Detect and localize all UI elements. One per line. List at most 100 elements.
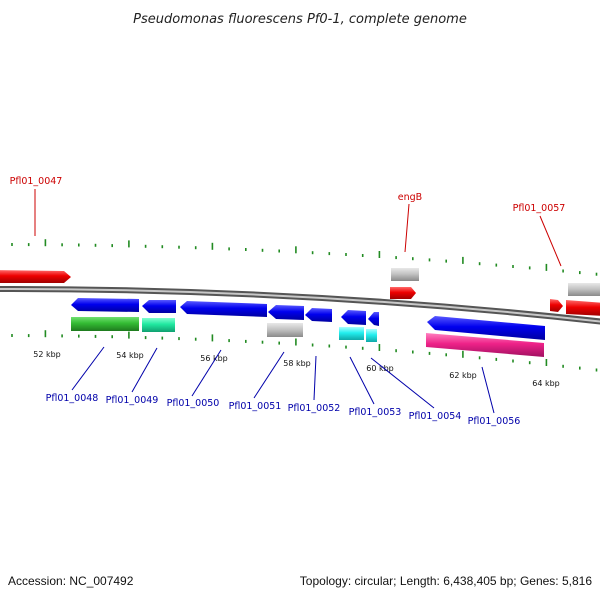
- minor-tick: [512, 359, 514, 363]
- major-tick: [211, 242, 214, 250]
- kbp-label: 52 kbp: [33, 350, 61, 359]
- minor-tick: [61, 334, 63, 338]
- kbp-labels: 52 kbp 54 kbp 56 kbp 58 kbp 60 kbp 62 kb…: [33, 350, 560, 388]
- minor-tick: [478, 356, 481, 360]
- minor-tick: [261, 340, 264, 344]
- label-leader-lines: [34, 189, 562, 414]
- minor-tick: [61, 243, 63, 247]
- gene-arrow-pfl01-0052[interactable]: [305, 308, 332, 322]
- minor-tick: [144, 336, 147, 340]
- gene-bar-pfl01-0054[interactable]: [366, 329, 377, 342]
- minor-tick: [311, 251, 314, 255]
- minor-tick: [78, 334, 80, 338]
- gene-label-engb[interactable]: engB: [398, 192, 422, 203]
- major-tick: [545, 359, 548, 366]
- gene-label-pfl01-0052[interactable]: Pfl01_0052: [288, 403, 341, 414]
- minor-tick: [579, 271, 581, 275]
- leader-line-engb: [404, 203, 410, 253]
- gene-bar-pfl01-0053[interactable]: [339, 327, 364, 340]
- accession-text: Accession: NC_007492: [8, 574, 134, 588]
- gene-bar-pfl01-0048[interactable]: [71, 317, 139, 331]
- minor-tick: [144, 244, 147, 248]
- kbp-label: 64 kbp: [532, 379, 560, 388]
- gene-bar-engb[interactable]: [391, 268, 419, 281]
- minor-tick: [345, 345, 347, 349]
- minor-tick: [395, 256, 397, 260]
- gene-arrow-pfl01-0053[interactable]: [341, 310, 366, 325]
- gene-arrow-pfl01-0048[interactable]: [71, 298, 139, 312]
- gene-arrow-pfl01-0057[interactable]: [566, 300, 600, 316]
- reverse-strand-features: [71, 298, 545, 357]
- gene-label-pfl01-0049[interactable]: Pfl01_0049: [106, 395, 159, 406]
- gene-label-pfl01-0057[interactable]: Pfl01_0057: [513, 203, 566, 214]
- major-tick: [128, 331, 130, 339]
- minor-tick: [278, 341, 280, 345]
- gene-labels: Pfl01_0047 engB Pfl01_0057 Pfl01_0048 Pf…: [10, 176, 566, 427]
- minor-tick: [328, 344, 331, 348]
- minor-tick: [528, 266, 531, 270]
- minor-tick: [111, 244, 113, 248]
- gene-arrow-pfl01-0050[interactable]: [180, 301, 267, 317]
- major-tick: [378, 344, 381, 351]
- gene-bar-pfl01-0056[interactable]: [426, 333, 544, 357]
- minor-tick: [27, 334, 30, 338]
- leader-line-pfl01-0051: [253, 351, 285, 399]
- leader-line-pfl01-0049: [131, 347, 158, 393]
- kbp-label: 60 kbp: [366, 364, 394, 373]
- major-tick: [44, 239, 47, 247]
- gene-arrow-small-forward[interactable]: [550, 299, 563, 312]
- minor-tick: [328, 252, 331, 256]
- minor-tick: [111, 335, 113, 339]
- forward-strand-features: [0, 268, 600, 316]
- gene-bar-pfl01-0051[interactable]: [267, 323, 303, 337]
- major-tick: [211, 334, 214, 342]
- leader-line-pfl01-0053: [349, 356, 375, 405]
- major-tick: [462, 256, 464, 264]
- gene-arrow-pfl01-0047[interactable]: [0, 270, 71, 283]
- minor-tick: [178, 337, 180, 341]
- gene-arrow-engb-cds[interactable]: [390, 287, 416, 299]
- gene-label-pfl01-0050[interactable]: Pfl01_0050: [167, 398, 220, 409]
- leader-line-pfl01-0056: [481, 366, 495, 414]
- genome-summary-text: Topology: circular; Length: 6,438,405 bp…: [300, 574, 593, 588]
- minor-tick: [512, 265, 514, 268]
- outer-tick-row: [11, 239, 598, 276]
- leader-line-pfl01-0054: [370, 357, 435, 409]
- major-tick: [44, 330, 47, 338]
- major-tick: [545, 263, 548, 271]
- gene-arrow-pfl01-0049[interactable]: [142, 300, 176, 313]
- major-tick: [378, 251, 381, 258]
- kbp-label: 58 kbp: [283, 359, 311, 368]
- minor-tick: [94, 243, 97, 247]
- minor-tick: [579, 366, 581, 370]
- minor-tick: [261, 248, 264, 252]
- minor-tick: [445, 353, 447, 357]
- gene-label-pfl01-0054[interactable]: Pfl01_0054: [409, 411, 462, 422]
- minor-tick: [528, 361, 531, 365]
- map-title: Pseudomonas fluorescens Pf0-1, complete …: [133, 12, 467, 27]
- genome-backbone: [0, 285, 600, 325]
- minor-tick: [428, 258, 431, 262]
- gene-bar-pfl01-0049[interactable]: [142, 318, 175, 332]
- minor-tick: [27, 243, 30, 247]
- kbp-label: 54 kbp: [116, 351, 144, 360]
- minor-tick: [361, 254, 364, 257]
- gene-label-pfl01-0051[interactable]: Pfl01_0051: [229, 401, 282, 412]
- minor-tick: [228, 339, 230, 343]
- minor-tick: [428, 351, 431, 355]
- gene-label-pfl01-0047[interactable]: Pfl01_0047: [10, 176, 63, 187]
- gene-arrow-pfl01-0056[interactable]: [427, 316, 545, 340]
- inner-tick-row: [11, 330, 598, 372]
- major-tick: [295, 246, 297, 254]
- gene-label-pfl01-0056[interactable]: Pfl01_0056: [468, 416, 521, 427]
- gene-label-pfl01-0053[interactable]: Pfl01_0053: [349, 407, 402, 418]
- gene-label-pfl01-0048[interactable]: Pfl01_0048: [46, 393, 99, 404]
- gene-bar-pfl01-0057[interactable]: [568, 283, 600, 296]
- minor-tick: [11, 334, 13, 337]
- minor-tick: [11, 243, 13, 246]
- minor-tick: [178, 245, 180, 249]
- minor-tick: [595, 368, 598, 372]
- gene-arrow-pfl01-0054[interactable]: [368, 312, 379, 326]
- gene-arrow-pfl01-0051[interactable]: [268, 305, 304, 320]
